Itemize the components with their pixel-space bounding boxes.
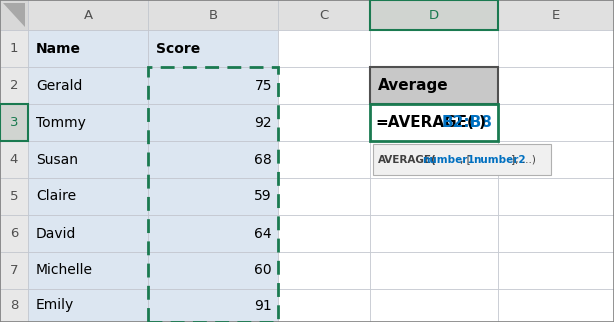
Bar <box>28 252 148 289</box>
Text: Average: Average <box>378 78 449 93</box>
Bar <box>370 141 498 178</box>
Bar <box>370 104 498 141</box>
Bar <box>148 30 278 67</box>
Text: 1: 1 <box>10 42 18 55</box>
Bar <box>28 289 148 322</box>
Bar <box>370 104 498 141</box>
Bar <box>370 215 498 252</box>
Bar <box>278 252 370 289</box>
Bar <box>0 178 28 215</box>
Bar <box>28 104 148 141</box>
Bar <box>373 144 551 175</box>
Text: ): ) <box>479 115 486 130</box>
Bar <box>370 252 498 289</box>
Text: 5: 5 <box>10 190 18 203</box>
Text: Name: Name <box>36 42 81 55</box>
Bar <box>278 104 370 141</box>
Bar <box>28 0 148 30</box>
Text: 68: 68 <box>254 153 272 166</box>
Bar <box>278 67 370 104</box>
Text: Tommy: Tommy <box>36 116 86 129</box>
Bar <box>278 0 370 30</box>
Bar <box>0 30 28 67</box>
Bar <box>148 67 278 104</box>
Bar <box>370 67 498 104</box>
Bar <box>370 67 498 104</box>
Text: number2: number2 <box>473 155 526 165</box>
Bar <box>370 289 498 322</box>
Bar <box>278 30 370 67</box>
Bar <box>498 178 614 215</box>
Bar <box>498 0 614 30</box>
Bar <box>28 30 148 67</box>
Text: , [: , [ <box>460 155 471 165</box>
Bar <box>148 215 278 252</box>
Bar <box>148 67 278 322</box>
Bar <box>0 67 28 104</box>
Text: =AVERAGE(: =AVERAGE( <box>375 115 474 130</box>
Text: Michelle: Michelle <box>36 263 93 278</box>
Bar <box>0 104 28 141</box>
Text: David: David <box>36 226 76 241</box>
Text: 60: 60 <box>254 263 272 278</box>
Text: 75: 75 <box>254 79 272 92</box>
Bar <box>370 0 498 30</box>
Bar <box>148 178 278 215</box>
Text: Claire: Claire <box>36 190 76 204</box>
Bar <box>0 289 28 322</box>
Text: number1: number1 <box>422 155 475 165</box>
Bar <box>498 289 614 322</box>
Bar <box>0 215 28 252</box>
Bar <box>148 104 278 141</box>
Text: E: E <box>552 8 560 22</box>
Text: AVERAGE(: AVERAGE( <box>378 155 437 165</box>
Text: 59: 59 <box>254 190 272 204</box>
Bar <box>278 215 370 252</box>
Text: 2: 2 <box>10 79 18 92</box>
Text: 4: 4 <box>10 153 18 166</box>
Text: 92: 92 <box>254 116 272 129</box>
Bar <box>0 104 28 141</box>
Bar <box>278 289 370 322</box>
Bar <box>148 141 278 178</box>
Text: 8: 8 <box>10 299 18 312</box>
Bar <box>370 30 498 67</box>
Bar <box>498 67 614 104</box>
Bar <box>278 141 370 178</box>
Bar <box>148 252 278 289</box>
Bar <box>0 0 28 30</box>
Bar <box>370 0 498 30</box>
Text: ], ...): ], ...) <box>511 155 536 165</box>
Bar <box>498 252 614 289</box>
Text: 91: 91 <box>254 298 272 312</box>
Text: A: A <box>84 8 93 22</box>
Bar <box>498 104 614 141</box>
Bar <box>278 178 370 215</box>
Bar <box>28 67 148 104</box>
Text: B2:B8: B2:B8 <box>442 115 493 130</box>
Text: Susan: Susan <box>36 153 78 166</box>
Text: Emily: Emily <box>36 298 74 312</box>
Bar <box>148 289 278 322</box>
Text: Score: Score <box>156 42 200 55</box>
Bar <box>28 215 148 252</box>
Text: 3: 3 <box>10 116 18 129</box>
Bar <box>498 215 614 252</box>
Bar <box>28 178 148 215</box>
Text: 6: 6 <box>10 227 18 240</box>
Text: Gerald: Gerald <box>36 79 82 92</box>
Text: C: C <box>319 8 328 22</box>
Text: B: B <box>208 8 217 22</box>
Bar <box>370 178 498 215</box>
Text: D: D <box>429 8 439 22</box>
Text: 64: 64 <box>254 226 272 241</box>
Bar <box>498 141 614 178</box>
Bar <box>0 252 28 289</box>
Bar <box>498 30 614 67</box>
Bar <box>148 0 278 30</box>
Bar <box>0 141 28 178</box>
Polygon shape <box>3 3 25 27</box>
Text: 7: 7 <box>10 264 18 277</box>
Bar <box>28 141 148 178</box>
